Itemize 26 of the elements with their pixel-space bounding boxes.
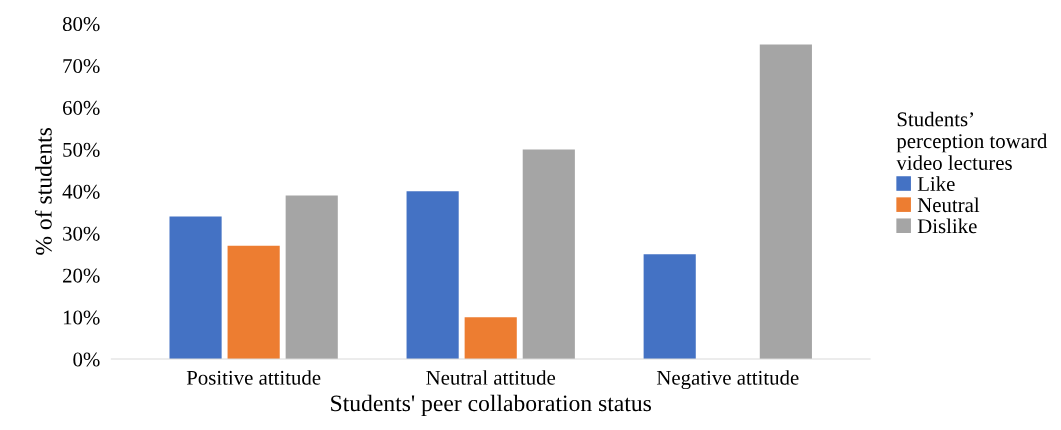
y-tick-label: 50% [63,142,100,157]
bar [169,216,222,360]
legend-label: Like [917,176,955,192]
bar [759,44,812,360]
bar [643,254,696,360]
x-axis-title: Students' peer collaboration status [331,394,651,417]
y-tick-label: 0% [73,352,100,367]
bar [464,317,517,360]
x-tick-label: Positive attitude [186,370,321,385]
legend-label: Dislike [917,218,977,234]
y-tick-label: 40% [62,184,100,199]
y-tick-label: 30% [63,226,100,241]
y-tick-label: 70% [63,58,100,74]
x-tick-label: Negative attitude [656,370,799,390]
bar [522,149,575,360]
legend-label: Neutral [917,197,980,213]
y-axis-title: % of students [34,127,52,255]
bar [285,195,338,360]
bar [227,245,280,360]
bar [406,191,459,360]
y-tick-label: 10% [63,310,100,325]
x-tick-label: Neutral attitude [426,370,556,385]
y-tick-label: 20% [63,268,100,283]
y-tick-label: 80% [62,17,100,32]
y-tick-label: 60% [63,100,100,115]
legend-title: Students’ perception toward video lectures [896,111,1048,170]
